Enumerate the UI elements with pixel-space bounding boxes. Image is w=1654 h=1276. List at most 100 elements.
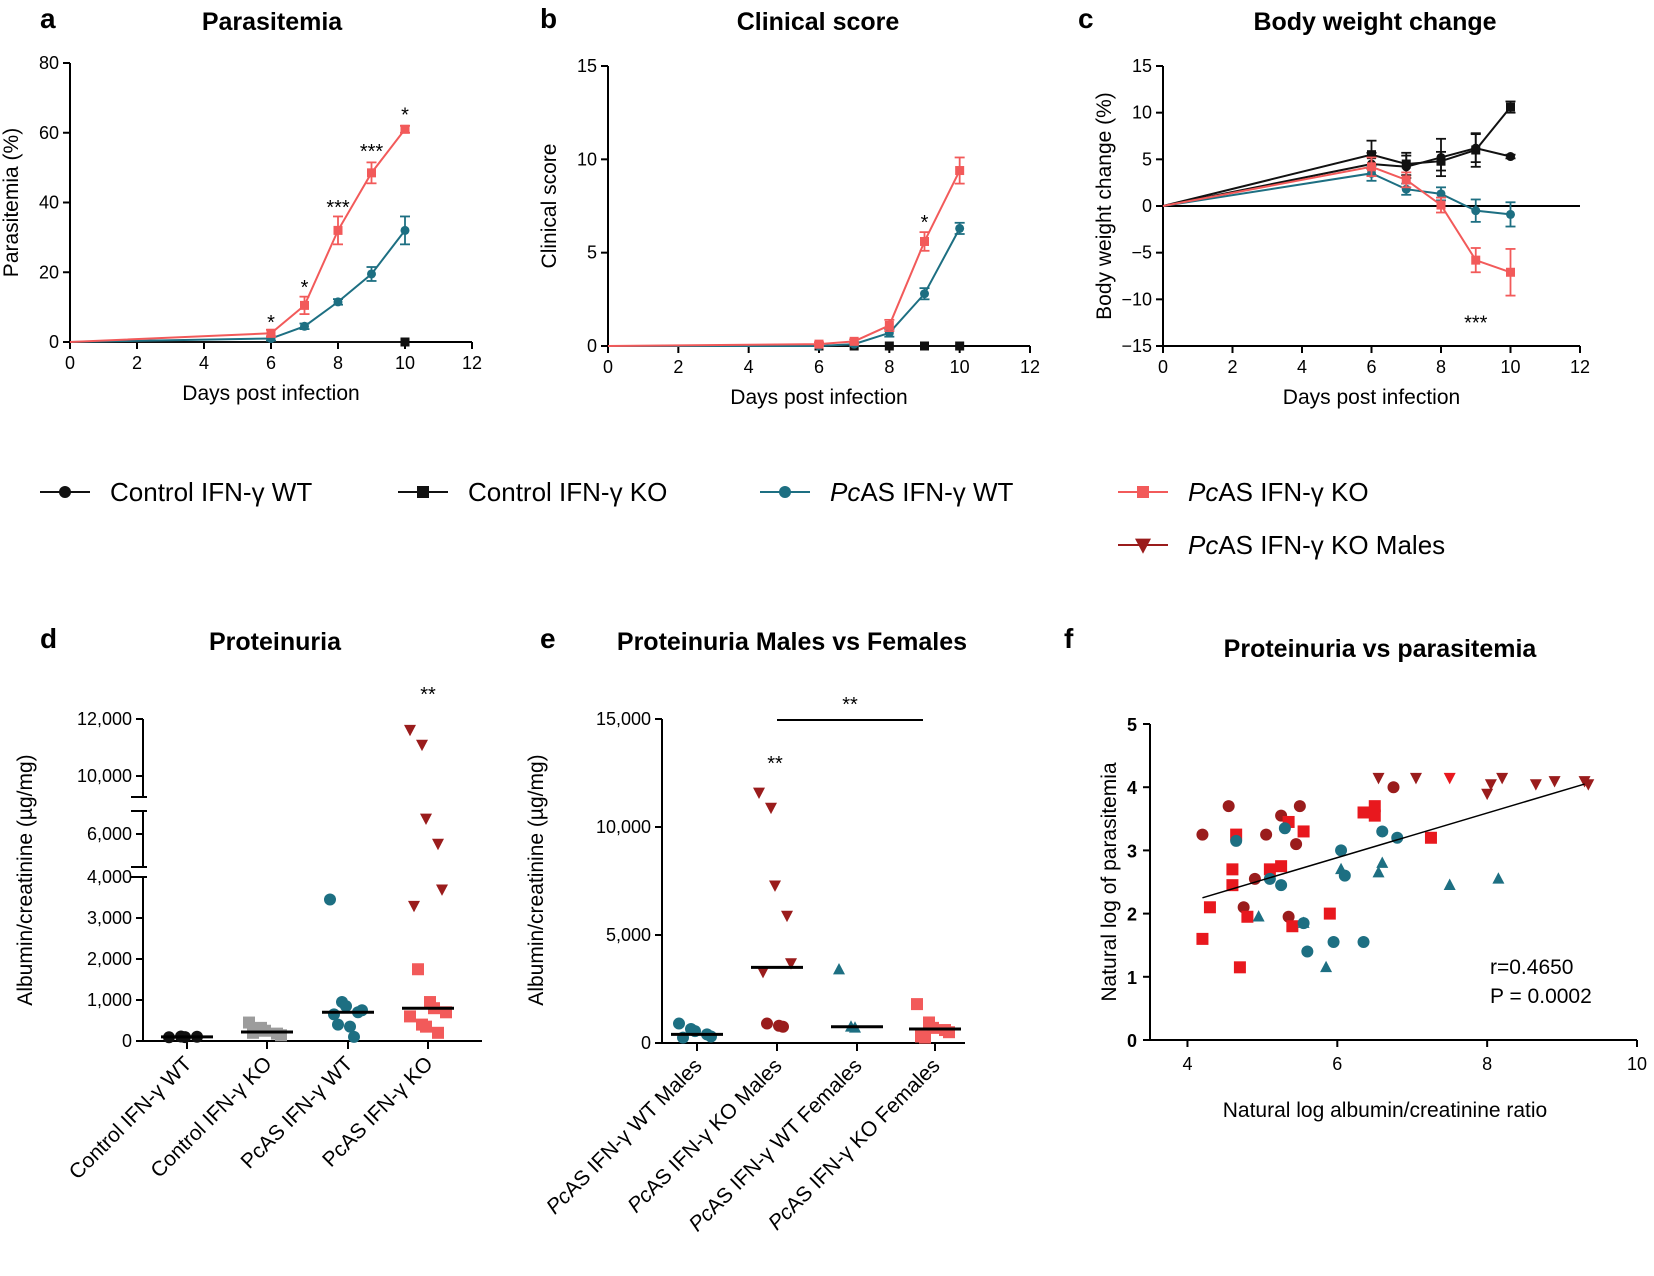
y-tick-label: 5,000 (606, 925, 651, 945)
panel-letter-f: f (1064, 623, 1074, 654)
data-point-control-ifn-ko (920, 341, 929, 351)
y-tick-label: 1 (1127, 968, 1137, 988)
regression-line (1202, 783, 1585, 899)
data-point (1496, 772, 1509, 785)
data-point (1297, 916, 1310, 928)
p-value: P = 0.0002 (1490, 985, 1592, 1008)
data-point-pcas-ifn-ko (955, 166, 965, 176)
y-tick-label: 10,000 (596, 817, 651, 837)
x-tick-label: 8 (333, 353, 343, 373)
data-point (1222, 800, 1235, 813)
y-tick-label: 5 (1127, 715, 1137, 735)
data-point (769, 880, 781, 892)
y-tick-label: 2,000 (87, 949, 132, 969)
data-point (404, 1010, 416, 1023)
data-point (919, 1031, 931, 1044)
data-point (420, 813, 432, 825)
x-tick-label: 10 (1627, 1054, 1647, 1074)
significance-label: *** (360, 141, 384, 163)
y-axis-label-d: Albumin/creatinine (µg/mg) (14, 754, 37, 1005)
legend-text: AS IFN-γ WT (860, 477, 1013, 507)
significance-label: * (301, 277, 309, 299)
significance-label: * (921, 212, 929, 234)
significance-label: *** (326, 197, 350, 219)
y-tick-label: 3,000 (87, 908, 132, 928)
y-tick-label: 6,000 (87, 824, 132, 844)
data-point (1391, 831, 1404, 844)
data-point (1286, 920, 1299, 933)
data-point (404, 724, 416, 737)
data-point-control-ifn-ko (884, 341, 894, 351)
legend-item-control-ifn-wt: Control IFN-γ WT (110, 477, 312, 507)
data-point-control-ifn-ko (1401, 159, 1411, 169)
data-point (340, 1000, 352, 1013)
y-tick-label: 15,000 (596, 709, 651, 729)
x-tick-label: 10 (950, 357, 970, 377)
data-point (1492, 872, 1505, 884)
category-text: AS IFN-γ WT Females (702, 1054, 867, 1219)
data-point-pcas-ifn-ko (849, 336, 859, 346)
y-tick-label: 20 (39, 262, 59, 282)
data-point-pcas-ifn-ko (333, 225, 343, 235)
legend-italic: Pc (1188, 477, 1218, 507)
x-tick-label: 10 (395, 353, 415, 373)
category-text: AS IFN-γ KO Males (641, 1054, 787, 1200)
data-point (1372, 772, 1385, 785)
series-line-pcas-ifn-ko (69, 128, 406, 343)
data-point (1275, 860, 1288, 873)
data-point-pcas-ifn-ko (920, 236, 929, 246)
data-point (1320, 960, 1333, 973)
series-line-control-ifn-ko (1162, 106, 1512, 207)
data-point (765, 802, 777, 815)
data-point (833, 962, 845, 975)
data-point-pcas-ifn-wt (1506, 209, 1515, 219)
category-text: AS IFN-γ WT Males (559, 1054, 706, 1201)
x-axis-label-a: Days post infection (182, 382, 359, 405)
data-point (705, 1030, 717, 1043)
data-point (1548, 776, 1561, 788)
data-point (420, 1020, 432, 1033)
data-point (1237, 901, 1250, 914)
data-point (416, 739, 428, 752)
data-point (1372, 865, 1385, 878)
data-point (777, 1020, 789, 1033)
x-tick-label: 12 (1020, 357, 1040, 377)
data-point-pcas-ifn-ko (300, 300, 309, 310)
y-tick-label: 5 (1142, 149, 1152, 169)
data-point (1203, 901, 1216, 914)
data-point (753, 787, 765, 800)
category-text: AS IFN-γ KO Females (781, 1054, 944, 1217)
y-tick-label: 0 (1142, 196, 1152, 216)
chart-title-f: Proteinuria vs parasitemia (1224, 635, 1538, 663)
x-tick-label: 0 (603, 357, 613, 377)
data-point (1260, 828, 1273, 841)
x-tick-label: 2 (132, 353, 142, 373)
data-point (1443, 878, 1456, 890)
data-point (1275, 879, 1288, 892)
data-point (1301, 945, 1314, 958)
data-point (332, 1018, 344, 1031)
x-tick-label: 4 (1297, 357, 1307, 377)
x-tick-label: 12 (462, 353, 482, 373)
legend-item-pcas-ifn-wt: PcAS IFN-γ WT (830, 477, 1014, 507)
y-tick-label: 15 (1132, 56, 1152, 76)
data-point (432, 1026, 444, 1039)
y-tick-label: 60 (39, 123, 59, 143)
data-point (1196, 828, 1209, 841)
significance-label: *** (1464, 313, 1488, 335)
series-line-pcas-ifn-wt (69, 229, 406, 343)
y-tick-label: 0 (641, 1033, 651, 1053)
data-point-control-ifn-wt (1506, 152, 1515, 162)
data-point-pcas-ifn-wt (920, 289, 929, 299)
y-axis-label-c: Body weight change (%) (1093, 92, 1116, 320)
y-tick-label: 0 (1127, 1031, 1137, 1051)
x-axis-label-c: Days post infection (1283, 386, 1460, 409)
data-point (1226, 863, 1239, 876)
legend-marker (1137, 486, 1149, 498)
data-point (911, 998, 923, 1011)
data-point (1282, 910, 1295, 923)
series-line-pcas-ifn-wt (608, 227, 961, 347)
legend-italic: Pc (1188, 530, 1218, 560)
chart-title-b: Clinical score (737, 8, 900, 36)
x-tick-label: 2 (673, 357, 683, 377)
